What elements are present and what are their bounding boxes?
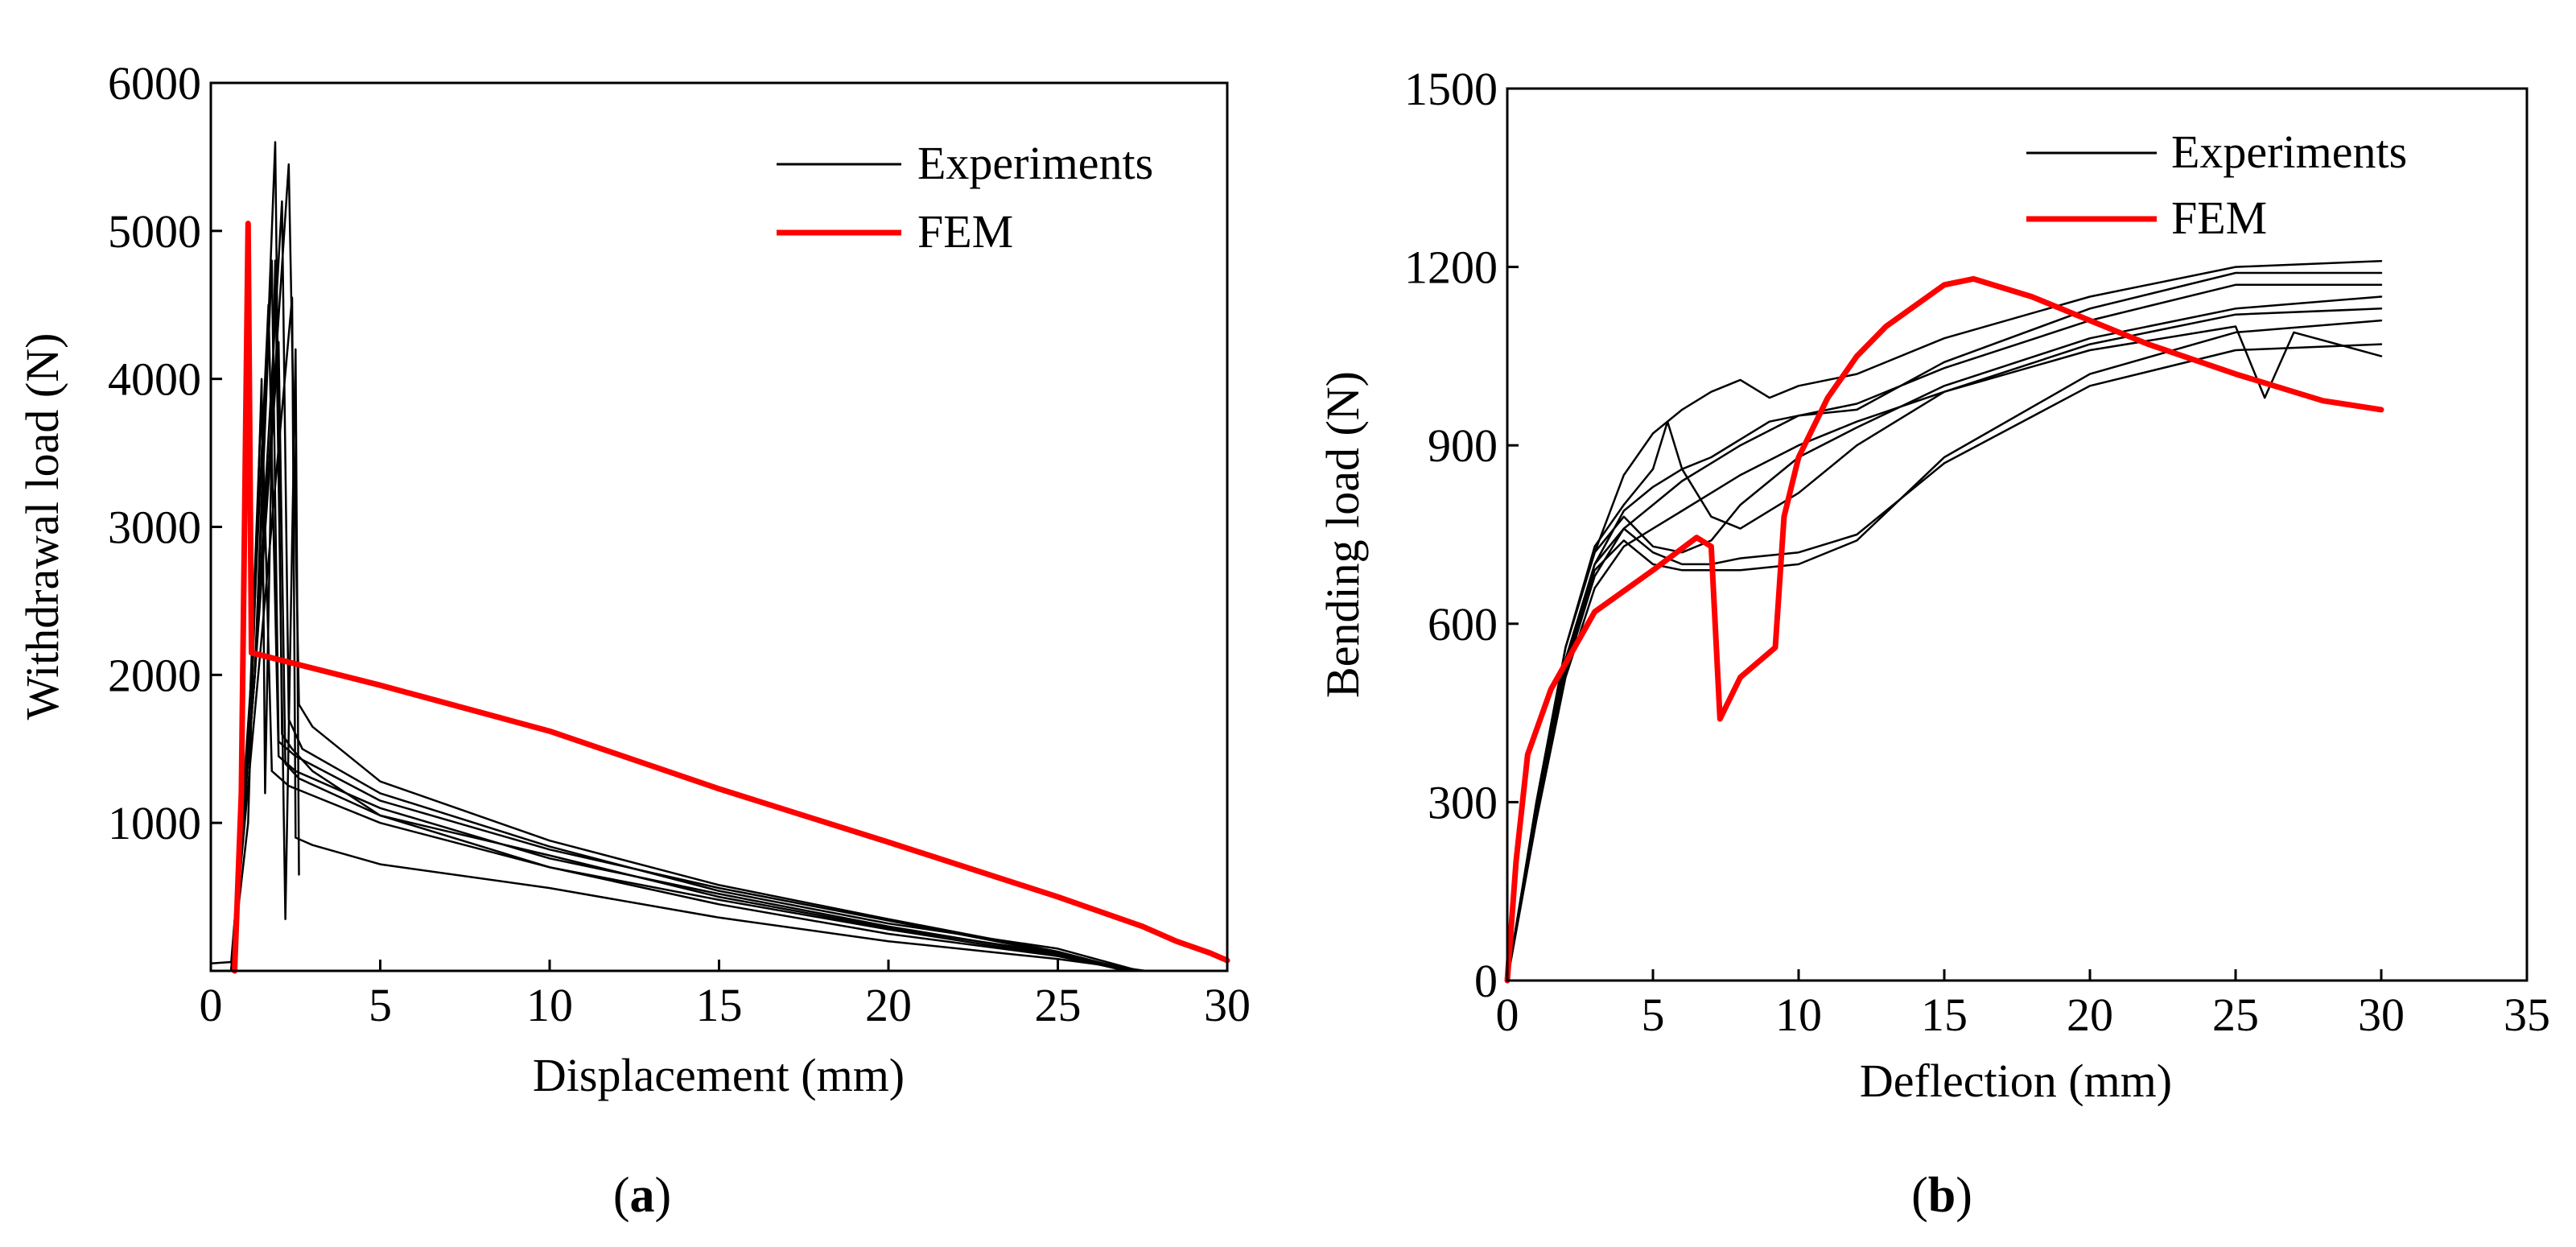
panel-a-x-tick-label: 30 (1204, 979, 1251, 1031)
panel-a-x-tick-label: 5 (369, 979, 392, 1031)
panel-a-caption-open: ( (613, 1168, 630, 1223)
panel-a-y-tick-label: 5000 (108, 205, 201, 258)
panel-b-series-experiment-4 (1506, 295, 2383, 982)
panel-b-ticks: 0 5 10 15 20 25 30 35 0 300 600 900 1200 1500 (1404, 63, 2550, 1041)
panel-a: 0 5 10 15 20 25 30 1000 2000 3000 4000 5000 6000 Dis… (16, 57, 1251, 1223)
panel-a-ticks: 0 5 10 15 20 25 30 1000 2000 3000 4000 5000 6000 (108, 57, 1251, 1031)
panel-b-series-experiment-3 (1506, 283, 2383, 982)
panel-b-legend-fem-label: FEM (2171, 192, 2267, 244)
panel-a-series-experiment-1 (209, 141, 1144, 972)
panel-a-y-tick-label: 3000 (108, 502, 201, 554)
panel-a-caption: (a) (613, 1168, 671, 1223)
panel-a-series-experiment-7 (230, 296, 1148, 972)
panel-a-plot-frame (209, 81, 1229, 972)
panel-b-y-tick-label: 1500 (1404, 63, 1498, 115)
panel-b-x-tick-label: 25 (2212, 989, 2259, 1041)
panel-b-caption: (b) (1911, 1168, 1972, 1223)
panel-b-x-axis-label: Deflection (mm) (1860, 1055, 2172, 1107)
panel-a-series-experiment-2 (230, 163, 1134, 972)
panel-a-x-tick-label: 15 (696, 979, 743, 1031)
panel-b-x-tick-label: 35 (2504, 989, 2550, 1041)
panel-b-x-tick-label: 20 (2067, 989, 2113, 1041)
panel-b-x-tick-label: 0 (1496, 989, 1519, 1041)
panel-a-series-experiment-3 (230, 259, 1137, 972)
panel-b-caption-close: ) (1956, 1168, 1972, 1223)
panel-b-series-experiment-5 (1506, 308, 2383, 982)
panel-a-series-experiment-5 (230, 200, 1140, 972)
panel-a-legend: Experiments FEM (777, 137, 1153, 258)
panel-a-x-tick-label: 0 (200, 979, 223, 1031)
panel-b-series-experiment-7 (1506, 343, 2383, 982)
panel-b-y-tick-label: 600 (1428, 598, 1498, 650)
panel-a-caption-letter: a (630, 1168, 655, 1223)
panel-a-caption-close: ) (655, 1168, 672, 1223)
panel-b-x-tick-label: 30 (2358, 989, 2405, 1041)
panel-a-y-tick-label: 4000 (108, 353, 201, 406)
panel-a-series-layer (209, 141, 1230, 974)
panel-a-y-tick-label: 1000 (108, 797, 201, 849)
panel-b-legend: Experiments FEM (2026, 126, 2407, 244)
panel-b-x-tick-label: 15 (1921, 989, 1968, 1041)
panel-b-series-experiment-6 (1506, 319, 2383, 982)
panel-a-x-tick-label: 10 (526, 979, 573, 1031)
panel-b-x-tick-label: 5 (1642, 989, 1665, 1041)
panel-b: 0 5 10 15 20 25 30 35 0 300 600 900 1200 1500 Deflect… (1317, 63, 2550, 1223)
panel-a-x-tick-label: 25 (1035, 979, 1082, 1031)
panel-b-y-tick-label: 1200 (1404, 242, 1498, 294)
panel-b-plot-frame (1506, 87, 2529, 982)
panel-b-caption-letter: b (1928, 1168, 1956, 1223)
panel-a-y-axis-label: Withdrawal load (N) (16, 333, 68, 721)
panel-b-y-tick-label: 900 (1428, 419, 1498, 472)
panel-a-series-experiment-4 (230, 303, 1127, 972)
panel-a-series-fem (232, 221, 1230, 974)
panel-b-legend-experiments-label: Experiments (2171, 126, 2407, 178)
panel-a-x-tick-label: 20 (865, 979, 912, 1031)
panel-b-x-tick-label: 10 (1775, 989, 1822, 1041)
panel-b-y-tick-label: 0 (1474, 955, 1498, 1007)
panel-b-y-tick-label: 300 (1428, 776, 1498, 828)
panel-a-x-axis-label: Displacement (mm) (533, 1049, 905, 1101)
panel-b-caption-open: ( (1911, 1168, 1928, 1223)
panel-b-series-experiment-8 (1506, 325, 2383, 982)
panel-b-y-axis-label: Bending load (N) (1317, 371, 1369, 698)
panel-a-series-experiment-9 (230, 259, 300, 972)
panel-b-series-layer (1504, 259, 2384, 984)
panel-a-legend-experiments-label: Experiments (917, 137, 1153, 189)
panel-b-series-fem (1504, 275, 2384, 984)
panel-a-y-tick-label: 2000 (108, 649, 201, 701)
panel-a-y-tick-label: 6000 (108, 57, 201, 109)
panel-a-legend-fem-label: FEM (917, 205, 1013, 258)
